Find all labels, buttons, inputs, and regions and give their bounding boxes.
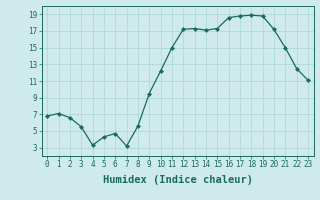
X-axis label: Humidex (Indice chaleur): Humidex (Indice chaleur) <box>103 175 252 185</box>
